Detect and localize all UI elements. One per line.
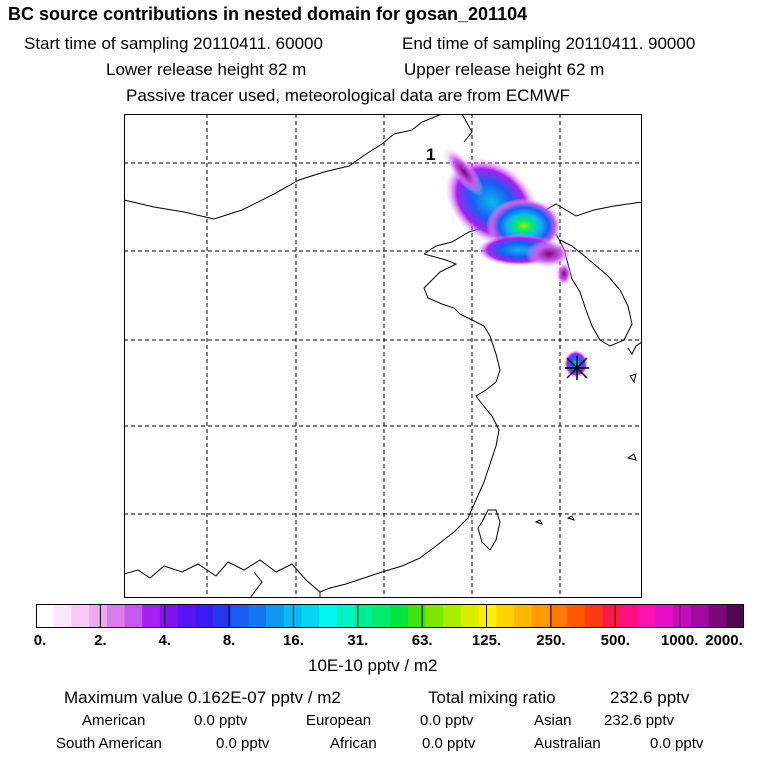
colorbar-tick-label: 0. [33,632,47,649]
receptor-marker-icon [565,356,589,380]
region-value: 0.0 pptv [216,735,270,752]
colorbar-swatch [71,604,90,628]
colorbar-swatch [460,604,479,628]
region-value: 0.0 pptv [650,735,704,752]
colorbar-swatch [89,604,108,628]
start-time-label: Start time of sampling 20110411. 60000 [24,34,323,53]
colorbar-swatch [496,604,515,628]
region-value: 232.6 pptv [604,712,675,729]
tracer-note: Passive tracer used, meteorological data… [126,86,571,105]
colorbar-swatch [53,604,72,628]
colorbar-swatch [690,604,709,628]
colorbar-tick-label: 250. [536,632,566,649]
colorbar-swatch [230,604,249,628]
colorbar-swatch [36,604,55,628]
map-plot: 1 [124,114,642,598]
region-name: American [82,712,146,729]
colorbar-swatch [319,604,338,628]
colorbar-tick-label: 16. [283,632,304,649]
end-time-label: End time of sampling 20110411. 90000 [402,34,696,53]
upper-height-label: Upper release height 62 m [404,60,605,79]
colorbar [36,604,744,628]
colorbar-swatch [390,604,409,628]
colorbar-swatch [531,604,550,628]
region-value: 0.0 pptv [422,735,476,752]
colorbar-swatch [336,604,355,628]
colorbar-tick-label: 8. [222,632,236,649]
colorbar-swatch [372,604,391,628]
colorbar-swatch [283,604,302,628]
colorbar-swatch [567,604,586,628]
colorbar-swatch [301,604,320,628]
colorbar-tick-label: 31. [347,632,369,649]
total-mixing-value: 232.6 pptv [610,688,690,707]
colorbar-tick-label: 500. [600,632,630,649]
colorbar-tick-label: 2000. [705,632,743,649]
colorbar-tick-label: 63. [411,632,433,649]
region-value: 0.0 pptv [420,712,474,729]
colorbar-swatch [549,604,568,628]
colorbar-swatch [620,604,639,628]
colorbar-swatch [106,604,125,628]
region-name: African [330,735,377,752]
colorbar-swatch [142,604,161,628]
colorbar-swatch [726,604,744,628]
colorbar-swatch [124,604,143,628]
colorbar-swatch [177,604,196,628]
colorbar-tick-label: 1000. [660,632,699,649]
region-name: Asian [534,712,572,729]
map-frame [124,114,642,598]
colorbar-swatch [655,604,674,628]
concentration-plume [443,147,588,378]
colorbar-swatch [443,604,462,628]
colorbar-swatch [266,604,285,628]
colorbar-swatch [513,604,532,628]
colorbar-swatch [195,604,214,628]
colorbar-swatch [673,604,692,628]
colorbar-swatch [602,604,621,628]
colorbar-swatch [584,604,603,628]
colorbar-swatch [354,604,373,628]
colorbar-swatch [637,604,656,628]
region-name: South American [56,735,162,752]
colorbar-tick-label: 2. [94,632,107,649]
colorbar-frame [36,604,744,628]
colorbar-unit-label: 10E-10 pptv / m2 [308,656,438,675]
colorbar-tick-label: 4. [158,632,171,649]
colorbar-swatch [425,604,444,628]
release-marker-label: 1 [426,145,435,164]
region-value: 0.0 pptv [194,712,248,729]
colorbar-swatch [213,604,232,628]
chart-title: BC source contributions in nested domain… [8,4,528,24]
lower-height-label: Lower release height 82 m [106,60,307,79]
colorbar-swatch [248,604,267,628]
max-value-label: Maximum value 0.162E-07 pptv / m2 [64,688,341,707]
colorbar-swatch [159,604,178,628]
region-name: Australian [534,735,601,752]
colorbar-tick-label: 125. [471,632,502,649]
colorbar-swatch [708,604,727,628]
colorbar-swatch [478,604,497,628]
colorbar-swatch [407,604,426,628]
total-mixing-label: Total mixing ratio [428,688,556,707]
region-name: European [306,712,372,729]
